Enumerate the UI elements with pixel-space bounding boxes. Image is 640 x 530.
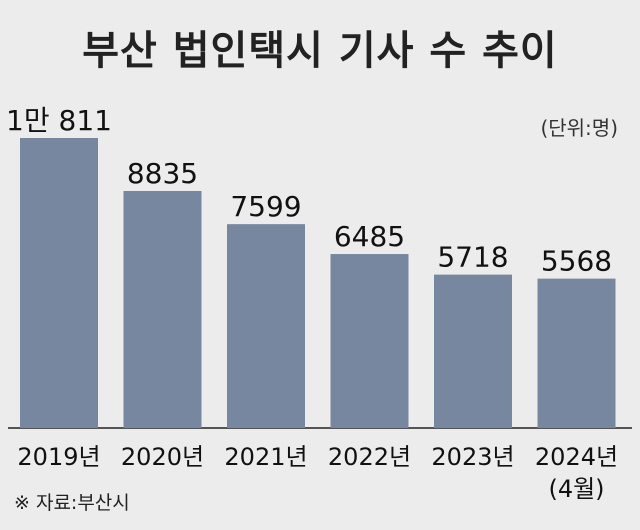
bar-2021년 — [227, 224, 305, 428]
value-label: 5568 — [541, 245, 612, 278]
value-label: 6485 — [334, 220, 405, 253]
source-note: ※ 자료:부산시 — [14, 492, 130, 514]
value-label: 1만 811 — [6, 104, 112, 137]
bar-2024년 — [537, 278, 616, 428]
x-tick-note: (4월) — [548, 475, 604, 503]
x-tick-label: 2023년 — [431, 443, 514, 471]
x-tick-label: 2024년 — [535, 443, 618, 471]
value-label: 5718 — [437, 241, 508, 274]
value-label: 7599 — [230, 190, 301, 223]
bar-2022년 — [330, 254, 409, 428]
x-tick-label: 2020년 — [121, 443, 204, 471]
bar-2020년 — [123, 191, 202, 428]
bar-2019년 — [20, 138, 98, 428]
x-tick-label: 2022년 — [328, 443, 411, 471]
unit-label: (단위:명) — [540, 116, 618, 140]
bar-2023년 — [434, 274, 512, 428]
x-tick-label: 2021년 — [224, 443, 307, 471]
x-tick-label: 2019년 — [17, 443, 100, 471]
chart-title: 부산 법인택시 기사 수 추이 — [82, 28, 558, 74]
value-label: 8835 — [127, 157, 198, 190]
